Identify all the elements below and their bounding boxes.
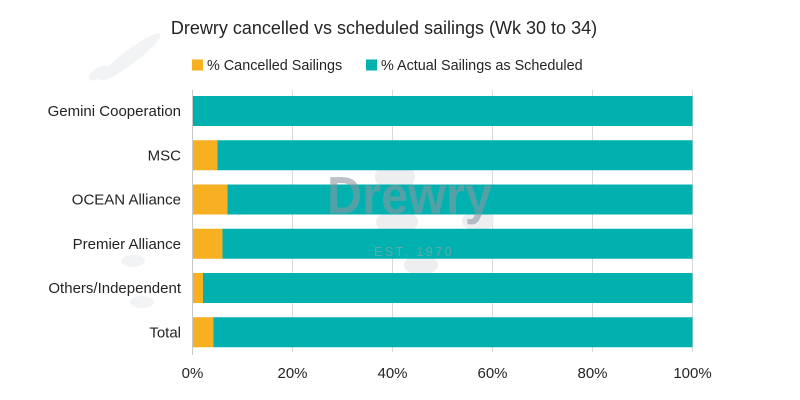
svg-text:% Actual Sailings as Scheduled: % Actual Sailings as Scheduled (381, 58, 583, 74)
svg-text:MSC: MSC (148, 148, 182, 165)
svg-text:Total: Total (149, 325, 181, 342)
svg-text:20%: 20% (277, 365, 307, 382)
svg-text:60%: 60% (477, 365, 507, 382)
svg-text:Others/Independent: Others/Independent (48, 280, 181, 297)
svg-text:80%: 80% (577, 365, 607, 382)
svg-text:Drewry cancelled vs scheduled: Drewry cancelled vs scheduled sailings (… (171, 18, 597, 38)
svg-text:0%: 0% (182, 365, 204, 382)
svg-text:40%: 40% (377, 365, 407, 382)
svg-text:100%: 100% (673, 365, 711, 382)
svg-text:EST. 1970: EST. 1970 (374, 245, 454, 259)
svg-text:Drewry: Drewry (327, 167, 492, 226)
svg-text:Gemini Cooperation: Gemini Cooperation (48, 103, 181, 120)
svg-text:Premier Alliance: Premier Alliance (73, 236, 181, 253)
svg-text:% Cancelled Sailings: % Cancelled Sailings (207, 58, 342, 74)
svg-text:OCEAN Alliance: OCEAN Alliance (72, 192, 181, 209)
